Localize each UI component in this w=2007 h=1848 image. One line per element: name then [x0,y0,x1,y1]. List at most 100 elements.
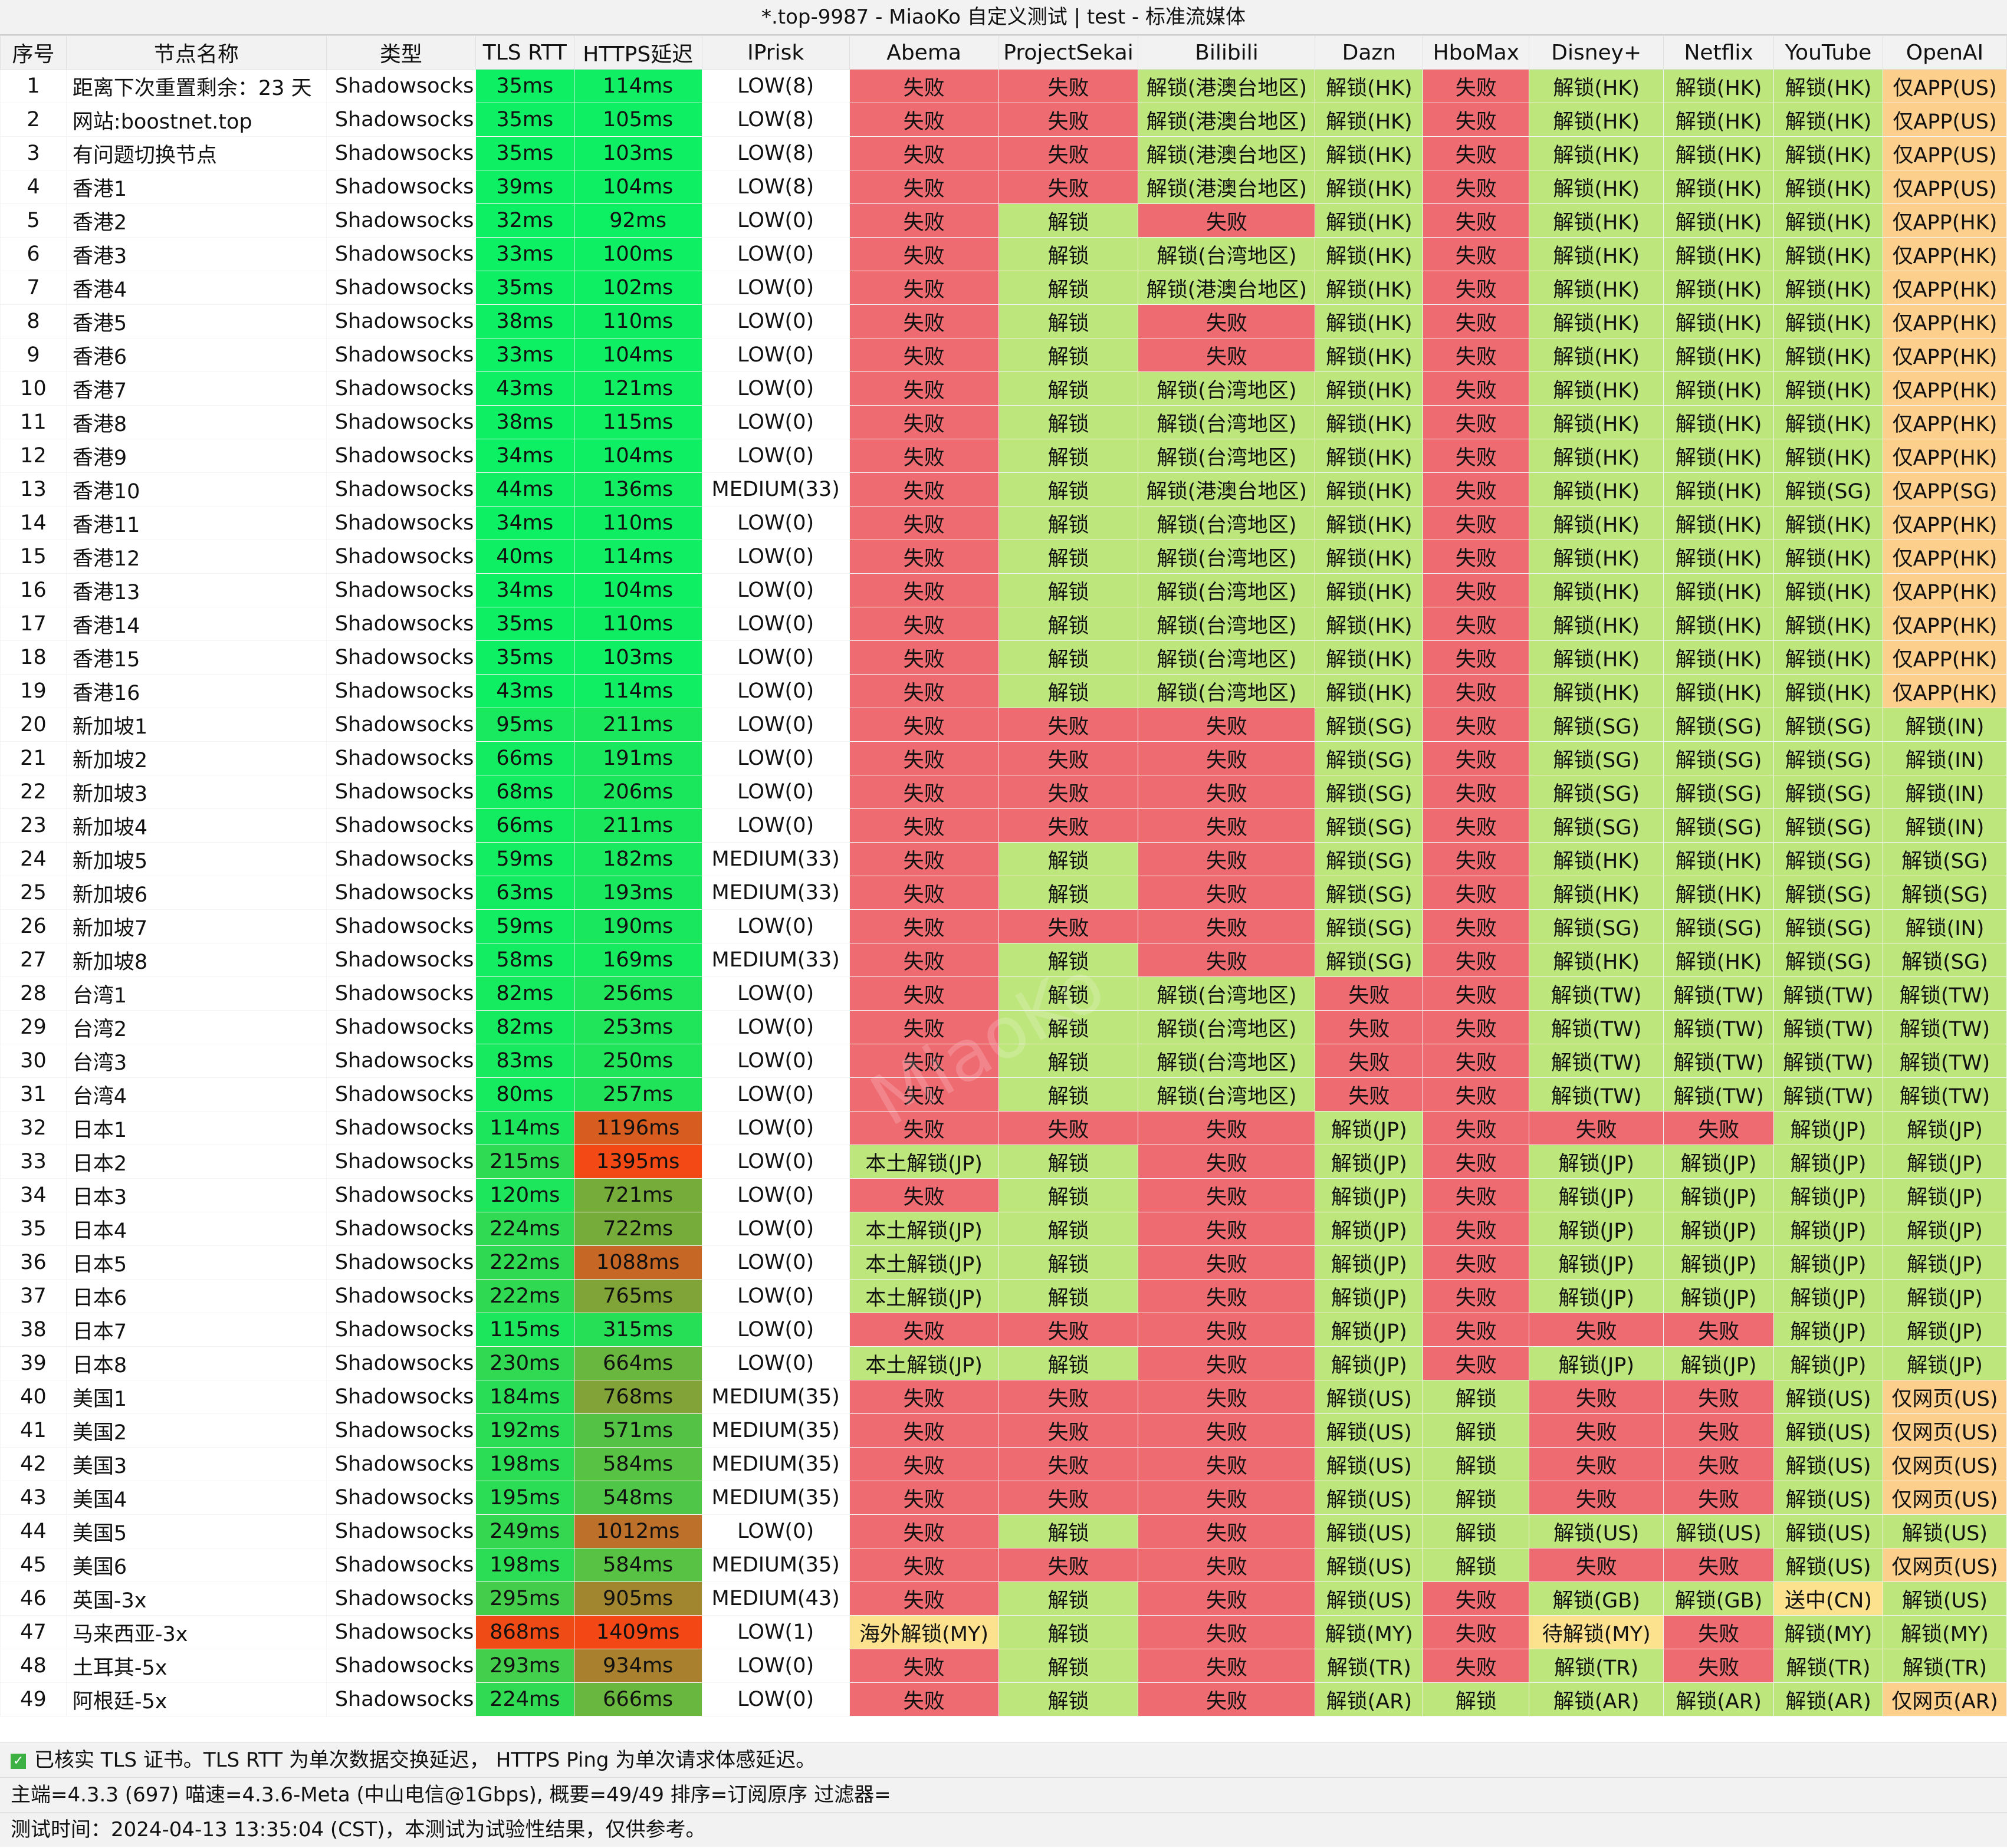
cell-unlock-status: 失败 [998,1447,1139,1481]
table-row[interactable]: 43 美国4 Shadowsocks 195ms 548ms MEDIUM(35) 失败 失败… [0,1481,2007,1515]
table-row[interactable]: 44 美国5 Shadowsocks 249ms 1012ms LOW(0) 失败 解锁 失败解… [0,1514,2007,1548]
table-row[interactable]: 33 日本2 Shadowsocks 215ms 1395ms LOW(0) 本土解锁(JP… [0,1145,2007,1179]
cell-unlock-status: 解锁(US) [1773,1548,1883,1582]
cell-https-latency: 102ms [573,271,702,305]
column-header[interactable]: HboMax [1423,35,1530,70]
table-row[interactable]: 49 阿根廷-5x Shadowsocks 224ms 666ms LOW(0) 失败 解锁失… [0,1682,2007,1717]
cell-unlock-status: 失败 [849,170,999,204]
table-row[interactable]: 40 美国1 Shadowsocks 184ms 768ms MEDIUM(35) 失败 失败… [0,1380,2007,1414]
table-row[interactable]: 10 香港7 Shadowsocks 43ms 121ms LOW(0) 失败 解锁 解锁(台湾… [0,371,2007,406]
cell-unlock-status: 解锁(SG) [1773,741,1883,775]
cell-node-name: 香港16 [65,674,327,708]
table-row[interactable]: 46 英国-3x Shadowsocks 295ms 905ms MEDIUM(43) 失败… [0,1581,2007,1616]
cell-unlock-status: 解锁(台湾地区) [1138,439,1316,473]
table-row[interactable]: 6 香港3 Shadowsocks 33ms 100ms LOW(0) 失败 解锁 解锁(台湾地… [0,237,2007,271]
column-header[interactable]: 类型 [326,35,476,70]
cell-unlock-status: 解锁(HK) [1663,472,1775,507]
table-row[interactable]: 11 香港8 Shadowsocks 38ms 115ms LOW(0) 失败 解锁 解锁(台湾… [0,405,2007,439]
cell-node-name: 香港2 [65,203,327,238]
table-row[interactable]: 21 新加坡2 Shadowsocks 66ms 191ms LOW(0) 失败 失败 失败 解锁… [0,741,2007,775]
cell-unlock-status: 解锁(HK) [1529,472,1664,507]
column-header[interactable]: Dazn [1315,35,1424,70]
column-header[interactable]: YouTube [1773,35,1883,70]
table-row[interactable]: 19 香港16 Shadowsocks 43ms 114ms LOW(0) 失败 解锁 解锁(台… [0,674,2007,708]
table-row[interactable]: 14 香港11 Shadowsocks 34ms 110ms LOW(0) 失败 解锁 解锁(台… [0,506,2007,540]
table-row[interactable]: 22 新加坡3 Shadowsocks 68ms 206ms LOW(0) 失败 失败 失败 解锁… [0,775,2007,809]
table-row[interactable]: 8 香港5 Shadowsocks 38ms 110ms LOW(0) 失败 解锁 失败 解锁(H… [0,304,2007,338]
cell-unlock-status: 解锁 [998,1615,1139,1649]
cell-tls-rtt: 38ms [475,304,574,338]
column-header[interactable]: Netflix [1663,35,1775,70]
cell-index: 15 [0,540,67,574]
table-row[interactable]: 42 美国3 Shadowsocks 198ms 584ms MEDIUM(35) 失败 失败… [0,1447,2007,1481]
column-header[interactable]: TLS RTT [475,35,574,70]
column-header[interactable]: Abema [849,35,999,70]
table-row[interactable]: 4 香港1 Shadowsocks 39ms 104ms LOW(8) 失败 失败 解锁(港澳台… [0,170,2007,204]
cell-unlock-status: 解锁 [998,1682,1139,1717]
table-row[interactable]: 25 新加坡6 Shadowsocks 63ms 193ms MEDIUM(33) 失败 解锁… [0,876,2007,910]
cell-unlock-status: 解锁 [1423,1380,1530,1414]
table-row[interactable]: 29 台湾2 Shadowsocks 82ms 253ms LOW(0) 失败 解锁 解锁(台湾… [0,1010,2007,1044]
table-row[interactable]: 24 新加坡5 Shadowsocks 59ms 182ms MEDIUM(33) 失败 解锁… [0,842,2007,876]
column-header[interactable]: Bilibili [1138,35,1316,70]
cell-unlock-status: 失败 [849,640,999,675]
cell-index: 7 [0,271,67,305]
table-row[interactable]: 36 日本5 Shadowsocks 222ms 1088ms LOW(0) 本土解锁(JP… [0,1245,2007,1280]
cell-index: 42 [0,1447,67,1481]
table-row[interactable]: 20 新加坡1 Shadowsocks 95ms 211ms LOW(0) 失败 失败 失败 解锁… [0,708,2007,742]
table-row[interactable]: 16 香港13 Shadowsocks 34ms 104ms LOW(0) 失败 解锁 解锁(台… [0,573,2007,607]
column-header[interactable]: HTTPS延迟 [573,35,702,70]
cell-unlock-status: 失败 [849,976,999,1011]
table-row[interactable]: 26 新加坡7 Shadowsocks 59ms 190ms LOW(0) 失败 失败 失败 解锁… [0,909,2007,943]
cell-unlock-status: 失败 [849,1649,999,1683]
cell-unlock-status: 解锁(台湾地区) [1138,1044,1316,1078]
table-row[interactable]: 31 台湾4 Shadowsocks 80ms 257ms LOW(0) 失败 解锁 解锁(台湾… [0,1077,2007,1112]
table-row[interactable]: 35 日本4 Shadowsocks 224ms 722ms LOW(0) 本土解锁(JP)… [0,1212,2007,1246]
table-row[interactable]: 1 距离下次重置剩余：23 天 Shadowsocks 35ms 114ms LOW(8)… [0,69,2007,103]
cell-unlock-status: 解锁(JP) [1882,1279,2007,1313]
table-row[interactable]: 12 香港9 Shadowsocks 34ms 104ms LOW(0) 失败 解锁 解锁(台湾… [0,439,2007,473]
table-row[interactable]: 34 日本3 Shadowsocks 120ms 721ms LOW(0) 失败 解锁 失败 解锁… [0,1178,2007,1212]
table-row[interactable]: 48 土耳其-5x Shadowsocks 293ms 934ms LOW(0) 失败 解锁失… [0,1649,2007,1683]
table-row[interactable]: 2 网站:boostnet.top Shadowsocks 35ms 105ms LOW(… [0,103,2007,137]
table-row[interactable]: 41 美国2 Shadowsocks 192ms 571ms MEDIUM(35) 失败 失败… [0,1413,2007,1448]
column-header[interactable]: Disney+ [1529,35,1664,70]
cell-https-latency: 121ms [573,371,702,406]
cell-type: Shadowsocks [326,1044,476,1078]
column-header[interactable]: 节点名称 [65,35,327,70]
table-row[interactable]: 18 香港15 Shadowsocks 35ms 103ms LOW(0) 失败 解锁 解锁(台… [0,640,2007,675]
cell-node-name: 香港1 [65,170,327,204]
table-row[interactable]: 7 香港4 Shadowsocks 35ms 102ms LOW(0) 失败 解锁 解锁(港澳台… [0,271,2007,305]
table-row[interactable]: 23 新加坡4 Shadowsocks 66ms 211ms LOW(0) 失败 失败 失败 解锁… [0,808,2007,843]
table-row[interactable]: 13 香港10 Shadowsocks 44ms 136ms MEDIUM(33) 失败 解锁… [0,472,2007,507]
cell-unlock-status: 解锁(TW) [1663,976,1775,1011]
column-header[interactable]: IPrisk [701,35,850,70]
cell-unlock-status: 解锁(JP) [1773,1245,1883,1280]
table-row[interactable]: 37 日本6 Shadowsocks 222ms 765ms LOW(0) 本土解锁(JP)… [0,1279,2007,1313]
cell-unlock-status: 失败 [1423,1346,1530,1380]
cell-unlock-status: 解锁(HK) [1529,69,1664,103]
cell-tls-rtt: 95ms [475,708,574,742]
cell-index: 32 [0,1111,67,1145]
table-row[interactable]: 5 香港2 Shadowsocks 32ms 92ms LOW(0) 失败 解锁 失败 解锁(HK… [0,203,2007,238]
table-row[interactable]: 47 马来西亚-3x Shadowsocks 868ms 1409ms LOW(1) 海外解… [0,1615,2007,1649]
table-row[interactable]: 32 日本1 Shadowsocks 114ms 1196ms LOW(0) 失败 失败 失败解… [0,1111,2007,1145]
column-header[interactable]: 序号 [0,35,67,70]
cell-https-latency: 92ms [573,203,702,238]
table-row[interactable]: 38 日本7 Shadowsocks 115ms 315ms LOW(0) 失败 失败 失败 解锁… [0,1313,2007,1347]
table-row[interactable]: 9 香港6 Shadowsocks 33ms 104ms LOW(0) 失败 解锁 失败 解锁(H… [0,338,2007,372]
table-row[interactable]: 15 香港12 Shadowsocks 40ms 114ms LOW(0) 失败 解锁 解锁(台… [0,540,2007,574]
table-row[interactable]: 30 台湾3 Shadowsocks 83ms 250ms LOW(0) 失败 解锁 解锁(台湾… [0,1044,2007,1078]
table-row[interactable]: 3 有问题切换节点 Shadowsocks 35ms 103ms LOW(8) 失败 失败 解锁… [0,136,2007,170]
table-row[interactable]: 28 台湾1 Shadowsocks 82ms 256ms LOW(0) 失败 解锁 解锁(台湾… [0,976,2007,1011]
column-header[interactable]: ProjectSekai [998,35,1139,70]
table-row[interactable]: 39 日本8 Shadowsocks 230ms 664ms LOW(0) 本土解锁(JP)… [0,1346,2007,1380]
cell-tls-rtt: 230ms [475,1346,574,1380]
table-row[interactable]: 17 香港14 Shadowsocks 35ms 110ms LOW(0) 失败 解锁 解锁(台… [0,607,2007,641]
table-row[interactable]: 45 美国6 Shadowsocks 198ms 584ms MEDIUM(35) 失败 失败… [0,1548,2007,1582]
cell-unlock-status: 解锁(JP) [1773,1212,1883,1246]
cell-unlock-status: 失败 [849,304,999,338]
cell-unlock-status: 待解锁(MY) [1529,1615,1664,1649]
table-row[interactable]: 27 新加坡8 Shadowsocks 58ms 169ms MEDIUM(33) 失败 解锁… [0,943,2007,977]
column-header[interactable]: OpenAI [1882,35,2007,70]
